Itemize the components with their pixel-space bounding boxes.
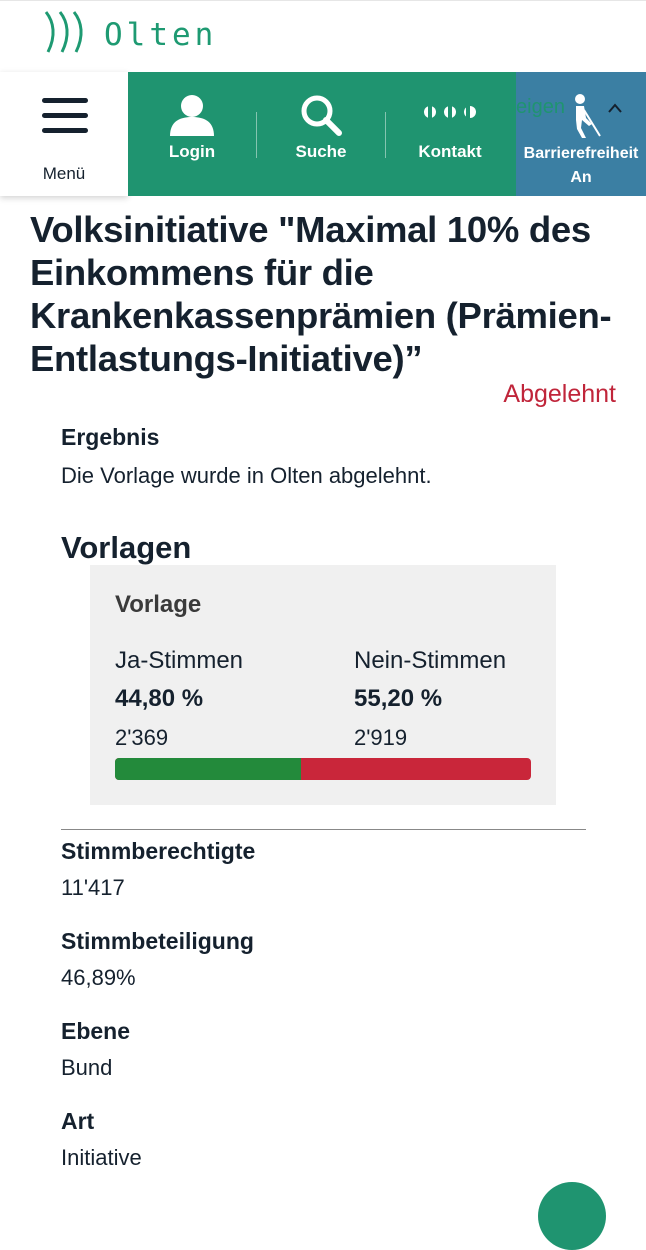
status-badge: Abgelehnt xyxy=(503,380,616,408)
detail-item: Art Initiative xyxy=(61,1108,142,1171)
menu-button[interactable]: Menü xyxy=(0,72,128,196)
nav-green-bar: Login Suche Kontakt xyxy=(128,72,516,196)
search-icon xyxy=(257,94,385,136)
detail-label: Stimmberechtigte xyxy=(61,838,256,864)
site-logo[interactable]: Olten xyxy=(42,8,217,56)
contact-label: Kontakt xyxy=(418,142,482,161)
detail-item: Stimmbeteiligung 46,89% xyxy=(61,928,254,991)
accessibility-blind-person-icon xyxy=(566,94,602,143)
vorlagen-heading: Vorlagen xyxy=(61,530,192,565)
accessibility-toggle[interactable]: eigen Barrierefreiheit An xyxy=(516,72,646,196)
detail-label: Art xyxy=(61,1108,95,1134)
result-text: Die Vorlage wurde in Olten abgelehnt. xyxy=(61,463,432,488)
hidden-text: eigen xyxy=(516,96,565,118)
menu-label: Menü xyxy=(42,164,86,183)
nav-divider xyxy=(256,112,257,158)
no-votes-count: 2'919 xyxy=(354,725,408,750)
contact-button[interactable]: Kontakt xyxy=(386,72,514,196)
nav-divider xyxy=(385,112,386,158)
detail-label: Stimmbeteiligung xyxy=(61,928,254,954)
detail-item: Ebene Bund xyxy=(61,1018,130,1081)
yes-votes-label: Ja-Stimmen xyxy=(115,647,244,674)
detail-value: Initiative xyxy=(61,1145,142,1170)
accessibility-label-line2: An xyxy=(570,169,592,186)
detail-value: 46,89% xyxy=(61,965,136,990)
section-divider xyxy=(61,829,586,830)
search-label: Suche xyxy=(295,142,347,161)
accessibility-label-line1: Barrierefreiheit xyxy=(523,145,639,162)
no-votes-column: Nein-Stimmen 55,20 % 2'919 xyxy=(354,647,506,751)
search-button[interactable]: Suche xyxy=(257,72,385,196)
chevron-up-icon xyxy=(608,100,622,118)
hamburger-icon xyxy=(42,98,88,143)
top-border xyxy=(0,0,646,1)
main-navigation: Menü Login Suche xyxy=(0,72,646,196)
result-label: Ergebnis xyxy=(61,424,160,450)
yes-votes-bar xyxy=(115,758,302,780)
vote-result-bar xyxy=(115,758,531,780)
result-section: Ergebnis Die Vorlage wurde in Olten abge… xyxy=(61,424,432,489)
accessibility-label: Barrierefreiheit An xyxy=(516,142,646,190)
scroll-top-button[interactable] xyxy=(538,1182,606,1250)
yes-votes-percent: 44,80 % xyxy=(115,685,204,712)
no-votes-percent: 55,20 % xyxy=(354,685,443,712)
olten-wave-logo-icon xyxy=(44,11,83,53)
vorlage-card: Vorlage Ja-Stimmen 44,80 % 2'369 Nein-St… xyxy=(90,565,556,805)
vorlage-title: Vorlage xyxy=(115,591,202,618)
user-icon xyxy=(128,94,256,136)
detail-item: Stimmberechtigte 11'417 xyxy=(61,838,255,901)
detail-value: Bund xyxy=(61,1055,113,1080)
yes-votes-column: Ja-Stimmen 44,80 % 2'369 xyxy=(115,647,243,751)
no-votes-label: Nein-Stimmen xyxy=(354,647,507,674)
contact-icon xyxy=(386,104,514,120)
logo-text: Olten xyxy=(104,16,218,53)
login-button[interactable]: Login xyxy=(128,72,256,196)
detail-value: 11'417 xyxy=(61,875,125,900)
yes-votes-count: 2'369 xyxy=(115,725,169,750)
page-title: Volksinitiative "Maximal 10% des Einkomm… xyxy=(30,209,612,379)
detail-label: Ebene xyxy=(61,1018,131,1044)
login-label: Login xyxy=(168,142,216,161)
